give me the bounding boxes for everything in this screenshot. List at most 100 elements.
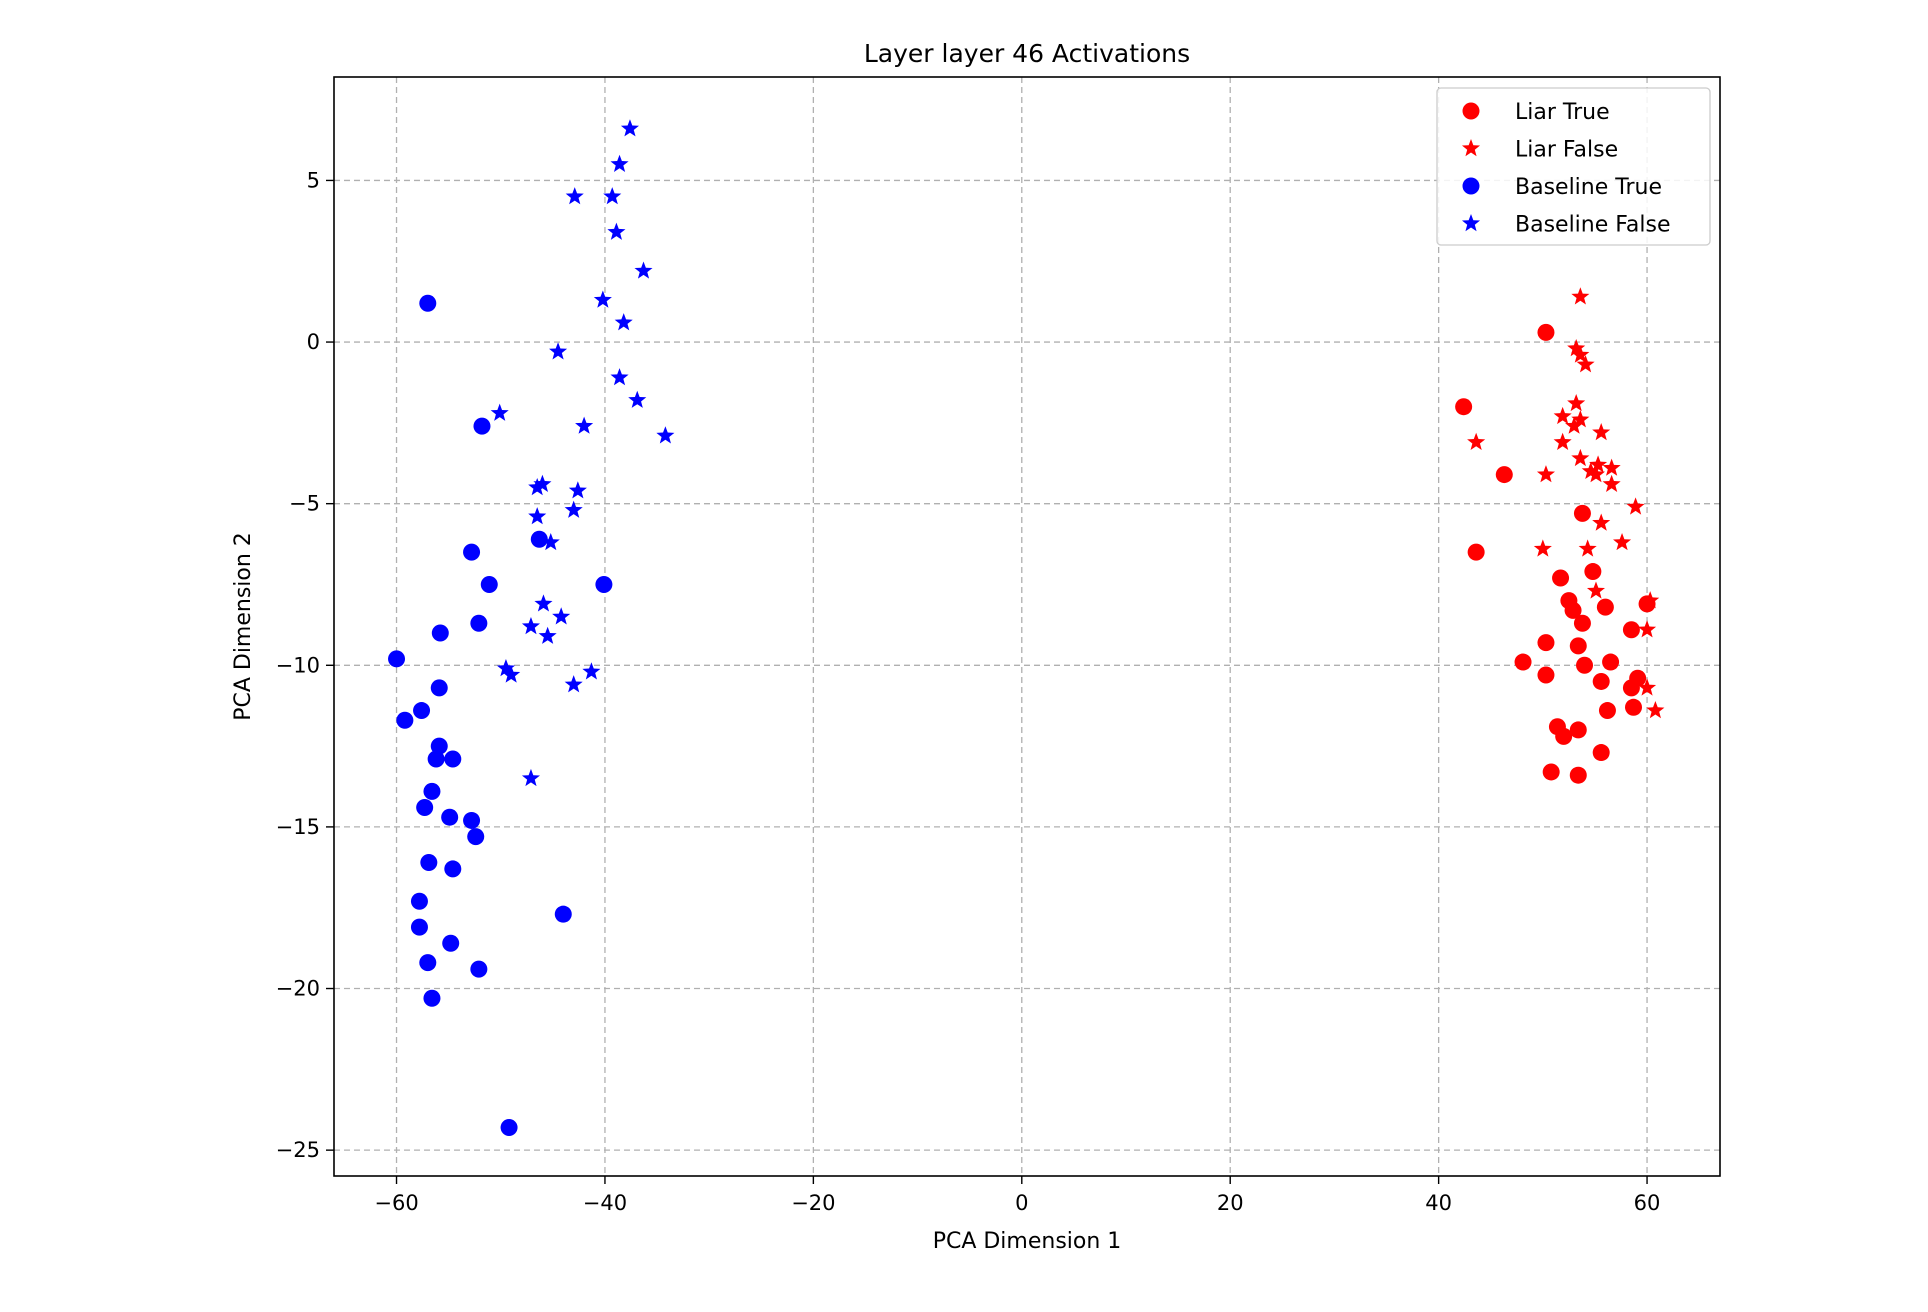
point-liar-false [1638,620,1657,638]
point-liar-false [1602,474,1621,492]
point-liar-false [1536,465,1555,483]
x-tick-label: −20 [791,1191,835,1215]
point-baseline-false [610,368,629,386]
point-liar-true [1622,679,1640,697]
point-baseline-true [554,905,572,923]
point-baseline-false [656,426,675,444]
point-baseline-false [541,532,560,551]
point-baseline-true [410,892,428,910]
point-liar-false [1592,423,1611,441]
y-tick-label: 5 [307,168,320,192]
point-baseline-false [528,507,547,525]
point-liar-false [1586,581,1606,599]
legend-label: Baseline True [1515,175,1662,200]
point-baseline-false [552,607,571,625]
point-liar-false [1586,465,1606,483]
x-tick-label: 40 [1425,1191,1452,1215]
series-liar-true [1455,323,1656,784]
point-liar-true [1592,672,1610,690]
legend-label: Baseline False [1515,213,1671,238]
point-liar-true [1537,666,1555,684]
point-liar-true [1622,621,1640,639]
x-tick-label: −40 [583,1191,627,1215]
point-liar-true [1555,727,1573,745]
point-baseline-false [634,261,653,279]
y-tick-label: −15 [276,815,320,839]
point-baseline-false [603,187,622,205]
point-liar-true [1569,766,1587,784]
point-baseline-false [593,290,612,308]
point-baseline-true [416,799,434,817]
point-baseline-false [549,342,568,360]
point-baseline-true [470,614,488,632]
series-baseline-true [388,294,613,1137]
point-liar-false [1602,458,1621,476]
series-liar-false [1467,287,1665,719]
point-liar-true [1592,744,1610,762]
x-tick-label: 0 [1015,1191,1028,1215]
legend-label: Liar False [1515,138,1618,163]
point-baseline-true [470,960,488,978]
point-liar-true [1467,543,1485,561]
y-tick-label: −20 [276,977,320,1001]
point-baseline-true [500,1119,518,1137]
point-liar-true [1576,656,1594,674]
point-baseline-false [607,222,626,240]
legend-marker-liar-true [1462,102,1480,120]
point-liar-false [1578,539,1597,557]
point-liar-true [1495,466,1513,484]
point-baseline-false [620,119,639,137]
point-baseline-true [463,543,481,561]
point-baseline-true [441,808,459,826]
point-baseline-true [423,782,441,800]
point-baseline-true [463,811,481,829]
y-axis-label: PCA Dimension 2 [231,532,256,721]
point-baseline-true [420,853,438,871]
point-baseline-true [388,650,406,668]
legend: Liar True Liar False Baseline True Baseline… [1436,87,1711,246]
point-baseline-false [582,662,601,680]
point-liar-false [1592,513,1611,531]
point-baseline-true [427,750,445,768]
point-baseline-true [530,530,548,548]
point-liar-false [1626,497,1645,515]
data-points [388,119,1665,1137]
x-tick-label: 20 [1217,1191,1244,1215]
point-baseline-false [534,594,553,612]
plot-frame [333,76,1721,1177]
point-liar-true [1584,563,1602,581]
y-tick-label: 0 [307,330,320,354]
legend-item-baseline-true: Baseline True [1462,175,1662,200]
point-baseline-true [467,828,485,846]
legend-item-baseline-false: Baseline False [1461,213,1671,238]
legend-item-liar-true: Liar True [1462,100,1610,125]
point-liar-false [1641,591,1660,609]
point-baseline-true [419,294,437,312]
point-baseline-true [595,575,613,593]
point-baseline-false [568,481,587,499]
point-liar-true [1602,653,1620,671]
point-liar-true [1537,323,1555,341]
y-tick-label: −5 [289,492,320,516]
point-baseline-true [473,417,491,435]
point-liar-false [1467,432,1486,450]
point-baseline-false [533,474,552,492]
point-baseline-false [610,154,629,172]
legend-marker-baseline-false [1461,214,1481,232]
x-tick-label: 60 [1634,1191,1661,1215]
point-baseline-true [423,989,441,1007]
point-baseline-false [528,478,547,496]
point-liar-false [1571,345,1590,363]
point-baseline-true [410,918,428,936]
point-liar-false [1567,339,1586,357]
point-liar-false [1589,455,1608,473]
point-baseline-false [628,390,647,408]
point-liar-true [1542,763,1560,781]
point-liar-false [1565,416,1584,434]
point-liar-false [1567,393,1586,412]
point-baseline-false [565,187,584,205]
point-liar-false [1553,432,1572,450]
point-liar-false [1646,701,1665,719]
point-baseline-true [431,624,449,642]
